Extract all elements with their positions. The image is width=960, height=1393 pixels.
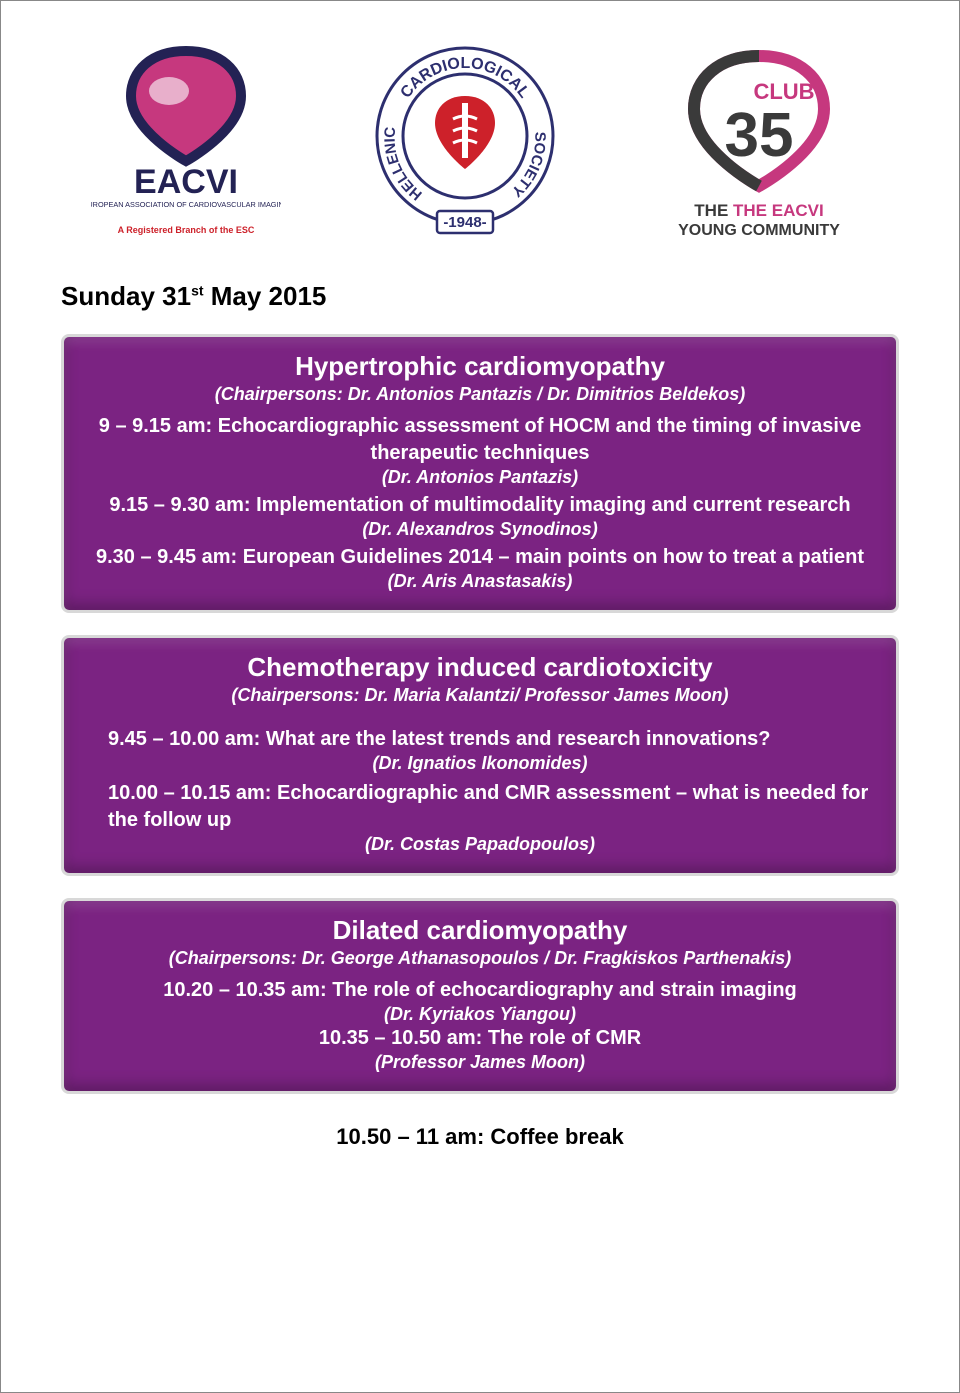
session-title: Hypertrophic cardiomyopathy xyxy=(88,351,872,382)
talk-line: 9 – 9.15 am: Echocardiographic assessmen… xyxy=(88,413,872,467)
talk-line: 9.30 – 9.45 am: European Guidelines 2014… xyxy=(88,544,872,571)
talk-speaker: (Professor James Moon) xyxy=(88,1052,872,1073)
hcs-logo-icon: CARDIOLOGICAL HELLENIC SOCIETY -1948- xyxy=(365,41,565,241)
talk-line: 10.35 – 10.50 am: The role of CMR xyxy=(88,1025,872,1052)
talk-speaker: (Dr. Costas Papadopoulos) xyxy=(88,834,872,855)
club35-logo: CLUB 35 THE THE EACVI YOUNG COMMUNITY xyxy=(649,41,869,241)
svg-text:-1948-: -1948- xyxy=(443,214,486,231)
talk-line: 9.45 – 10.00 am: What are the latest tre… xyxy=(88,726,872,753)
svg-text:YOUNG COMMUNITY: YOUNG COMMUNITY xyxy=(678,222,840,239)
talk-speaker: (Dr. Alexandros Synodinos) xyxy=(88,519,872,540)
logos-row: EACVI EUROPEAN ASSOCIATION OF CARDIOVASC… xyxy=(61,41,899,241)
talk-speaker: (Dr. Kyriakos Yiangou) xyxy=(88,1004,872,1025)
club35-logo-icon: CLUB 35 THE THE EACVI YOUNG COMMUNITY xyxy=(649,41,869,241)
svg-text:35: 35 xyxy=(725,101,794,170)
svg-text:THE THE EACVI: THE THE EACVI xyxy=(694,201,823,220)
eacvi-logo-icon: EACVI EUROPEAN ASSOCIATION OF CARDIOVASC… xyxy=(91,41,281,241)
session-block: Chemotherapy induced cardiotoxicity (Cha… xyxy=(61,635,899,876)
date-pre: Sunday 31 xyxy=(61,281,191,311)
session-chairs: (Chairpersons: Dr. Maria Kalantzi/ Profe… xyxy=(88,685,872,706)
hcs-logo: CARDIOLOGICAL HELLENIC SOCIETY -1948- xyxy=(365,41,565,241)
talk-line: 10.00 – 10.15 am: Echocardiographic and … xyxy=(88,780,872,834)
talk-line: 10.20 – 10.35 am: The role of echocardio… xyxy=(88,977,872,1004)
session-title: Dilated cardiomyopathy xyxy=(88,915,872,946)
session-chairs: (Chairpersons: Dr. Antonios Pantazis / D… xyxy=(88,384,872,405)
page-container: EACVI EUROPEAN ASSOCIATION OF CARDIOVASC… xyxy=(0,0,960,1393)
session-block: Dilated cardiomyopathy (Chairpersons: Dr… xyxy=(61,898,899,1094)
talk-speaker: (Dr. Aris Anastasakis) xyxy=(88,571,872,592)
svg-text:A Registered Branch of the ESC: A Registered Branch of the ESC xyxy=(118,225,255,235)
eacvi-logo: EACVI EUROPEAN ASSOCIATION OF CARDIOVASC… xyxy=(91,41,281,241)
date-sup: st xyxy=(191,282,203,298)
talk-speaker: (Dr. Ignatios Ikonomides) xyxy=(88,753,872,774)
talk-line-text: 10.00 – 10.15 am: Echocardiographic and … xyxy=(108,782,868,831)
svg-text:EUROPEAN ASSOCIATION OF CARDIO: EUROPEAN ASSOCIATION OF CARDIOVASCULAR I… xyxy=(91,200,281,209)
session-title: Chemotherapy induced cardiotoxicity xyxy=(88,652,872,683)
talk-speaker: (Dr. Antonios Pantazis) xyxy=(88,467,872,488)
session-chairs: (Chairpersons: Dr. George Athanasopoulos… xyxy=(88,948,872,969)
svg-text:EACVI: EACVI xyxy=(134,163,238,201)
talk-line: 9.15 – 9.30 am: Implementation of multim… xyxy=(88,492,872,519)
date-heading: Sunday 31st May 2015 xyxy=(61,281,899,312)
coffee-break: 10.50 – 11 am: Coffee break xyxy=(61,1124,899,1150)
date-post: May 2015 xyxy=(204,281,327,311)
session-block: Hypertrophic cardiomyopathy (Chairperson… xyxy=(61,334,899,613)
